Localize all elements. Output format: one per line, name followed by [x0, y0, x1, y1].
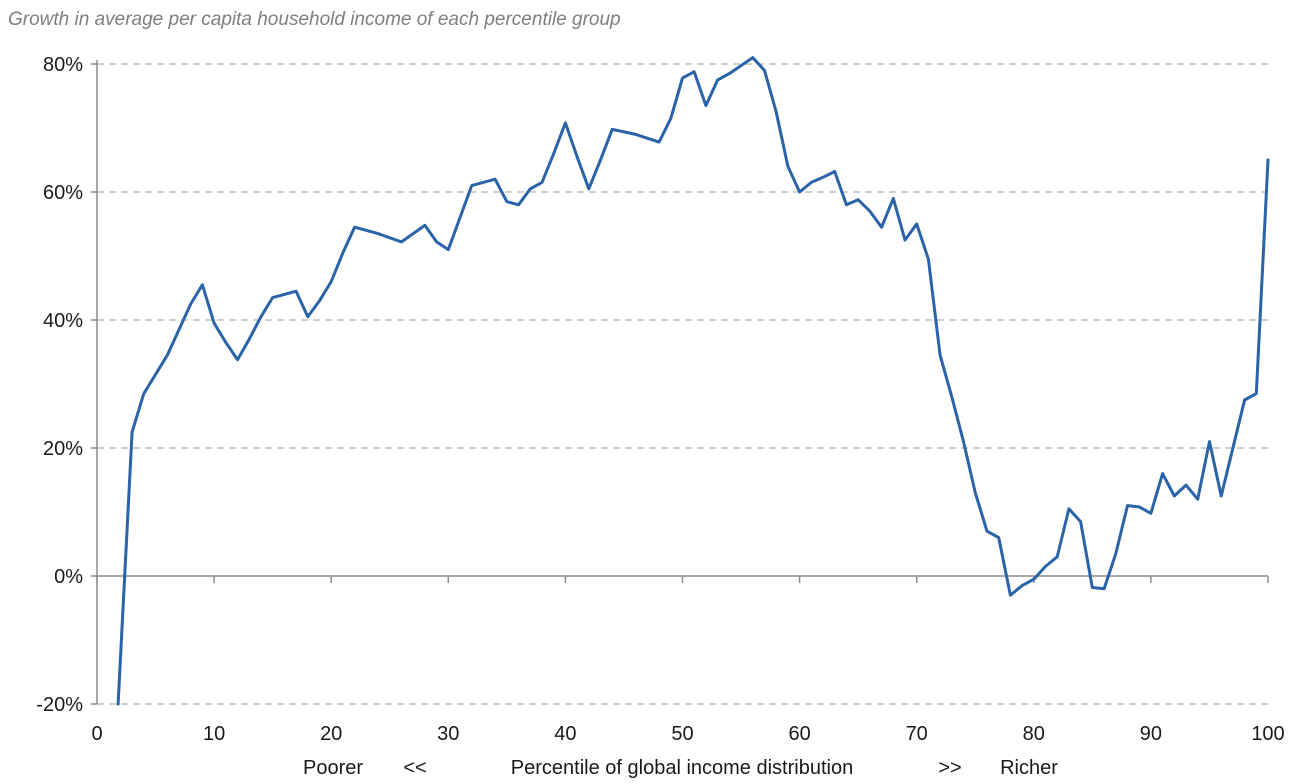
x-axis-label-right-arrow: >> — [938, 757, 961, 779]
y-tick-label: 0% — [54, 566, 83, 588]
x-axis-label-left-arrow: << — [403, 757, 426, 779]
x-axis-label-center: Percentile of global income distribution — [511, 757, 853, 779]
x-axis-label: Poorer << Percentile of global income di… — [303, 757, 1058, 779]
x-tick-label: 50 — [671, 723, 693, 745]
x-tick-label: 40 — [554, 723, 576, 745]
x-tick-label: 100 — [1251, 723, 1284, 745]
y-tick-label: 80% — [43, 54, 83, 76]
y-tick-labels: -20% 0% 20% 40% 60% 80% — [36, 54, 83, 716]
series-line-0 — [116, 56, 1270, 706]
y-tick-label: 60% — [43, 182, 83, 204]
x-tick-label: 10 — [203, 723, 225, 745]
x-axis-label-richer: Richer — [1000, 757, 1058, 779]
y-tick-label: -20% — [36, 694, 83, 716]
gridlines — [97, 63, 1268, 705]
x-tick-label: 60 — [788, 723, 810, 745]
y-tick-label: 20% — [43, 438, 83, 460]
x-tick-label: 80 — [1023, 723, 1045, 745]
chart-subtitle: Growth in average per capita household i… — [8, 9, 621, 30]
x-tick-label: 90 — [1140, 723, 1162, 745]
x-tick-label: 0 — [91, 723, 102, 745]
x-tick-labels: 0 10 20 30 40 50 60 70 80 90 100 — [91, 723, 1284, 745]
axes — [91, 60, 1269, 705]
x-tick-label: 70 — [906, 723, 928, 745]
x-tick-label: 30 — [437, 723, 459, 745]
x-tick-label: 20 — [320, 723, 342, 745]
y-tick-label: 40% — [43, 310, 83, 332]
x-axis-label-poorer: Poorer — [303, 757, 363, 779]
series-lines — [116, 56, 1270, 706]
